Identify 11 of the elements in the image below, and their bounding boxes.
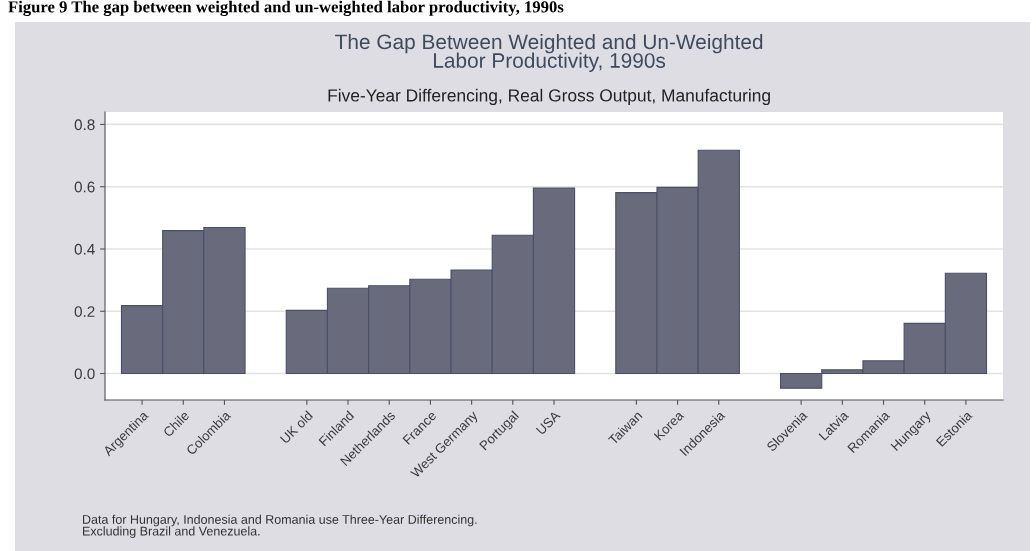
x-tick-label: USA: [535, 409, 561, 436]
chart-title: The Gap Between Weighted and Un-Weighted Labor Productivity, 1990s: [335, 33, 763, 72]
y-tick-label: 0.0: [74, 368, 95, 380]
y-tick-label: 0.6: [74, 181, 95, 193]
caption: Figure 9 The gap between weighted and un-weighted labor productivity, 1990s: [8, 0, 564, 16]
y-tick-label: 0.2: [74, 306, 95, 317]
y-tick-label: 0.8: [74, 119, 95, 131]
text: Data for Hungary, Indonesia and Romania use Three-Year Differencing. Excluding Brazil and Venezuela.: [83, 514, 477, 538]
x-tick-label: UK old: [279, 410, 314, 444]
chart-subtitle: Five-Year Differencing, Real Gross Output, Manufacturing: [328, 88, 770, 105]
y-tick-label: 0.4: [74, 243, 95, 255]
